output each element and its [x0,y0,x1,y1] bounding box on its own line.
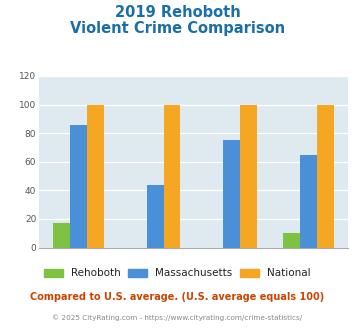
Bar [164,105,180,248]
Bar [283,233,300,248]
Text: Violent Crime Comparison: Violent Crime Comparison [70,21,285,36]
Bar [70,124,87,248]
Text: Compared to U.S. average. (U.S. average equals 100): Compared to U.S. average. (U.S. average … [31,292,324,302]
Text: © 2025 CityRating.com - https://www.cityrating.com/crime-statistics/: © 2025 CityRating.com - https://www.city… [53,314,302,321]
Bar [147,184,164,248]
Bar [240,105,257,248]
Bar [317,105,334,248]
Bar [300,154,317,248]
Bar [223,140,240,248]
Bar [87,105,104,248]
Text: 2019 Rehoboth: 2019 Rehoboth [115,5,240,20]
Legend: Rehoboth, Massachusetts, National: Rehoboth, Massachusetts, National [40,264,315,282]
Bar [53,223,70,248]
